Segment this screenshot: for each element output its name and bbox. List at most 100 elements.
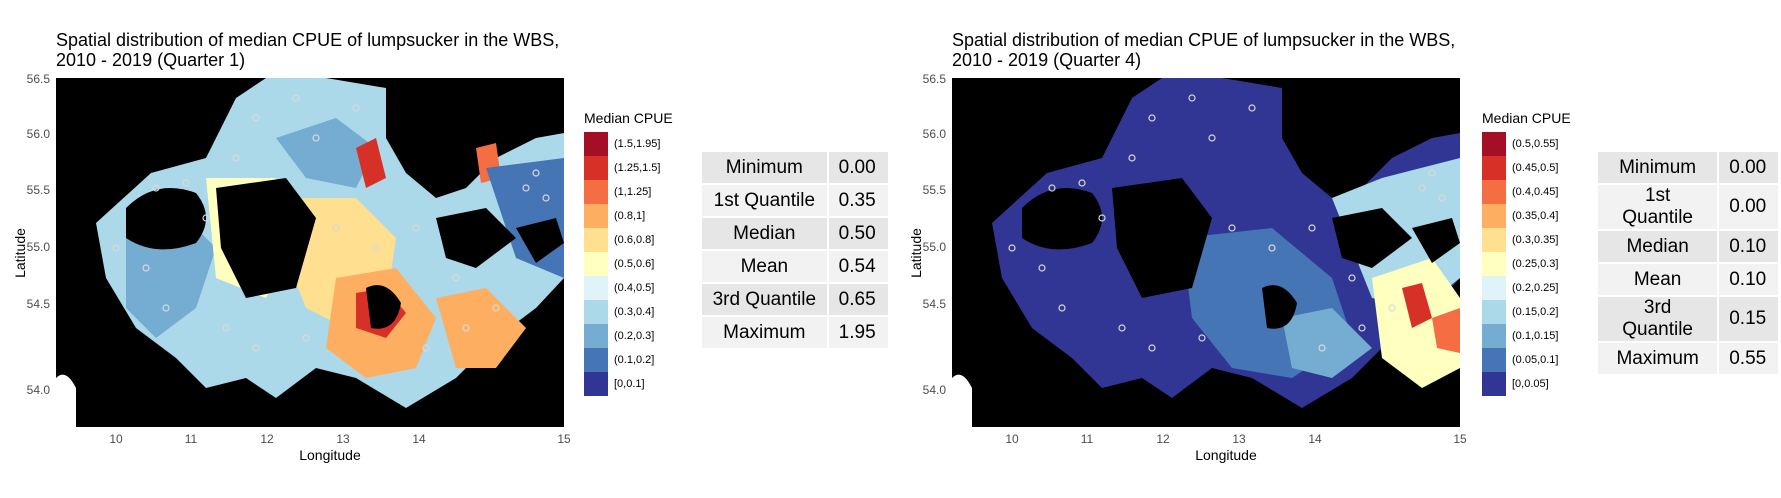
y-tick: 56.5	[26, 72, 50, 86]
summary-stats-table: Minimum 0.00 1st Quantile 0.35 Median 0.50 …	[700, 150, 890, 350]
legend-item: (0.2,0.3]	[584, 324, 673, 348]
legend-rows: (0.5,0.55] (0.45,0.5] (0.4,0.45] (0.35,0.4]…	[1482, 132, 1571, 396]
legend-label: (0.2,0.3]	[614, 330, 655, 342]
x-tick: 11	[184, 432, 198, 446]
x-axis-label: Longitude	[1195, 447, 1257, 463]
legend-item: (1,1.25]	[584, 180, 673, 204]
table-row: 3rd Quantile 0.65	[702, 284, 888, 315]
y-tick: 55.0	[26, 240, 50, 254]
legend: Median CPUE (1.5,1.95] (1.25,1.5] (1,1.25]…	[584, 110, 673, 396]
legend-swatch	[584, 180, 608, 204]
legend-swatch	[1482, 276, 1506, 300]
legend-swatch	[584, 156, 608, 180]
legend-swatch	[584, 300, 608, 324]
legend-item: [0,0.05]	[1482, 372, 1571, 396]
legend-label: (0.3,0.35]	[1512, 234, 1559, 246]
stat-name: Maximum	[1598, 343, 1718, 374]
stat-value: 0.55	[1719, 343, 1778, 374]
legend-swatch	[584, 348, 608, 372]
legend-label: (0.3,0.4]	[614, 306, 655, 318]
legend-title: Median CPUE	[1482, 110, 1571, 126]
stat-value: 0.65	[828, 284, 888, 315]
table-row: 3rd Quantile 0.15	[1598, 297, 1778, 341]
legend-label: (1.5,1.95]	[614, 138, 661, 150]
legend-label: (1,1.25]	[614, 186, 652, 198]
legend-label: (0.2,0.25]	[1512, 282, 1559, 294]
legend-label: [0,0.05]	[1512, 378, 1549, 390]
legend-item: (0.35,0.4]	[1482, 204, 1571, 228]
legend-swatch	[1482, 156, 1506, 180]
legend-item: (0.05,0.1]	[1482, 348, 1571, 372]
table-row: Median 0.50	[702, 218, 888, 249]
x-axis-label: Longitude	[299, 447, 361, 463]
x-tick: 15	[557, 432, 571, 446]
summary-stats-table: Minimum 0.00 1st Quantile 0.00 Median 0.10 …	[1596, 150, 1780, 376]
legend-swatch	[584, 132, 608, 156]
table-row: 1st Quantile 0.35	[702, 185, 888, 216]
legend-label: (0.15,0.2]	[1512, 306, 1559, 318]
stat-name: 3rd Quantile	[1598, 297, 1718, 341]
legend-item: (0.2,0.25]	[1482, 276, 1571, 300]
table-row: Maximum 0.55	[1598, 343, 1778, 374]
legend-swatch	[1482, 204, 1506, 228]
panel-quarter-1: Spatial distribution of median CPUE of l…	[0, 0, 890, 498]
legend-item: (0.45,0.5]	[1482, 156, 1571, 180]
x-tick: 10	[1005, 432, 1019, 446]
stat-name: Maximum	[702, 317, 827, 348]
x-tick: 12	[1156, 432, 1170, 446]
legend-label: (0.8,1]	[614, 210, 646, 222]
legend-item: (0.4,0.45]	[1482, 180, 1571, 204]
legend: Median CPUE (0.5,0.55] (0.45,0.5] (0.4,0.4…	[1482, 110, 1571, 396]
table-row: Mean 0.10	[1598, 264, 1778, 295]
legend-label: (1.25,1.5]	[614, 162, 661, 174]
x-tick: 11	[1080, 432, 1094, 446]
cpue-map	[952, 78, 1460, 427]
legend-item: (1.5,1.95]	[584, 132, 673, 156]
stat-value: 0.15	[1719, 297, 1778, 341]
legend-label: (0.35,0.4]	[1512, 210, 1559, 222]
x-tick: 13	[1232, 432, 1246, 446]
legend-label: (0.4,0.5]	[614, 282, 655, 294]
legend-item: (0.1,0.2]	[584, 348, 673, 372]
y-tick: 56.0	[922, 127, 946, 141]
table-row: Minimum 0.00	[702, 152, 888, 183]
x-tick: 12	[260, 432, 274, 446]
legend-swatch	[1482, 348, 1506, 372]
legend-swatch	[1482, 228, 1506, 252]
legend-item: (0.25,0.3]	[1482, 252, 1571, 276]
table-row: Median 0.10	[1598, 231, 1778, 262]
stat-value: 0.00	[828, 152, 888, 183]
stat-value: 0.35	[828, 185, 888, 216]
table-row: 1st Quantile 0.00	[1598, 185, 1778, 229]
legend-swatch	[584, 276, 608, 300]
legend-swatch	[1482, 180, 1506, 204]
x-tick: 10	[109, 432, 123, 446]
y-tick: 56.0	[26, 127, 50, 141]
legend-swatch	[584, 372, 608, 396]
legend-label: (0.6,0.8]	[614, 234, 655, 246]
table-row: Maximum 1.95	[702, 317, 888, 348]
legend-label: (0.25,0.3]	[1512, 258, 1559, 270]
stat-value: 0.00	[1719, 152, 1778, 183]
legend-swatch	[1482, 252, 1506, 276]
y-tick: 56.5	[922, 72, 946, 86]
x-tick: 15	[1453, 432, 1467, 446]
legend-item: (0.1,0.15]	[1482, 324, 1571, 348]
legend-item: [0,0.1]	[584, 372, 673, 396]
legend-label: (0.05,0.1]	[1512, 354, 1559, 366]
stat-value: 0.50	[828, 218, 888, 249]
legend-swatch	[584, 228, 608, 252]
legend-swatch	[1482, 300, 1506, 324]
stat-name: Median	[1598, 231, 1718, 262]
stat-name: 1st Quantile	[702, 185, 827, 216]
stat-name: Mean	[702, 251, 827, 282]
legend-label: (0.1,0.15]	[1512, 330, 1559, 342]
legend-item: (0.3,0.35]	[1482, 228, 1571, 252]
legend-item: (0.5,0.6]	[584, 252, 673, 276]
stat-value: 0.10	[1719, 264, 1778, 295]
stat-name: Median	[702, 218, 827, 249]
cpue-map	[56, 78, 564, 427]
y-tick: 54.5	[922, 297, 946, 311]
legend-rows: (1.5,1.95] (1.25,1.5] (1,1.25] (0.8,1] (0.6,…	[584, 132, 673, 396]
y-tick: 54.0	[26, 383, 50, 397]
